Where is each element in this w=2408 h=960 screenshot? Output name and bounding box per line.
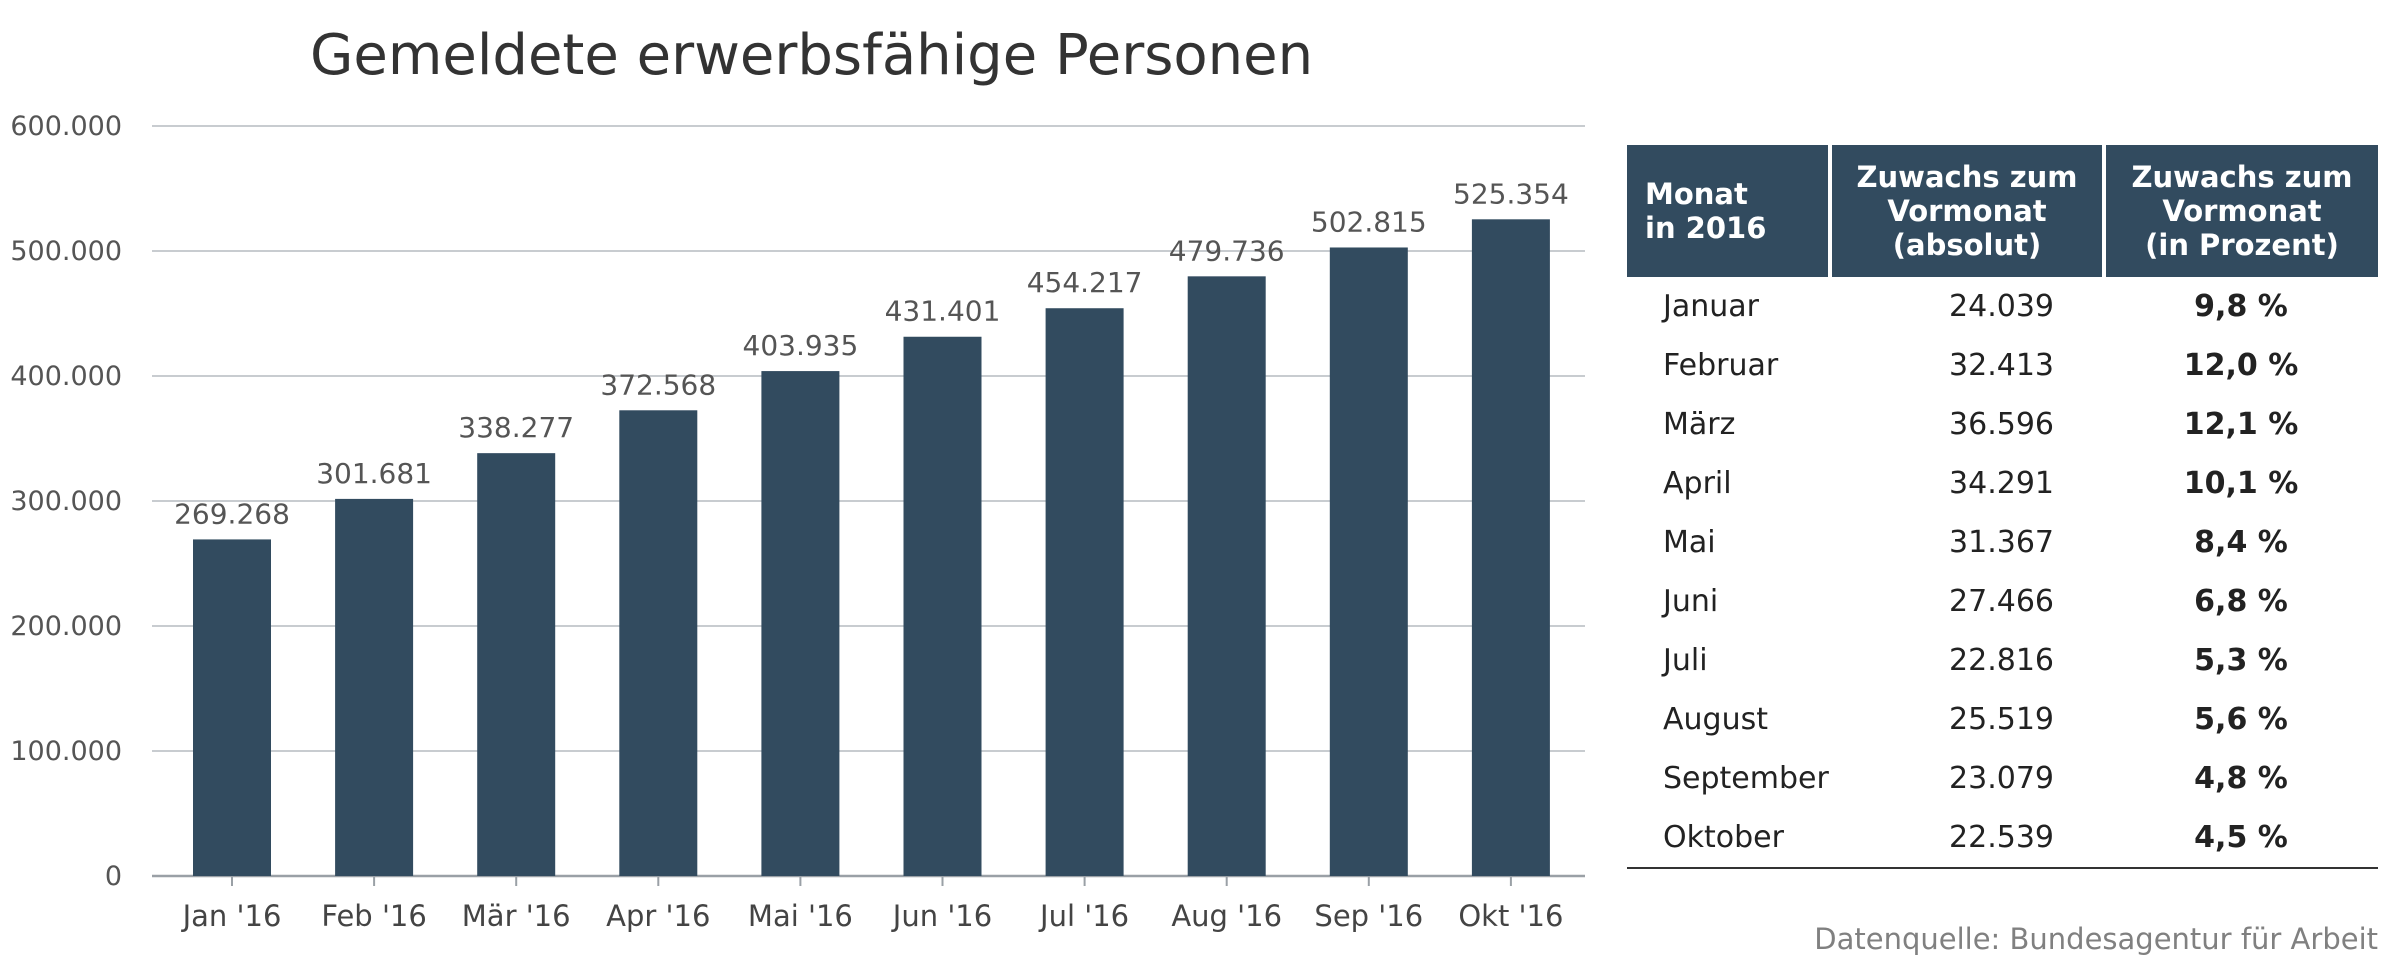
x-tick-label: Apr '16 <box>606 899 710 933</box>
percent-cell: 10,1 % <box>2183 466 2299 501</box>
table-row: Oktober 22.539 4,5 % <box>1627 808 2378 869</box>
x-tick-label: Feb '16 <box>321 899 426 933</box>
absolute-cell: 25.519 <box>1949 702 2054 737</box>
x-tick-label: Mär '16 <box>462 899 571 933</box>
absolute-cell: 22.816 <box>1949 643 2054 678</box>
bar <box>335 498 414 876</box>
header-month: Monat in 2016 <box>1627 145 1830 277</box>
absolute-cell: 24.039 <box>1949 289 2054 324</box>
month-cell: April <box>1663 466 1732 501</box>
data-source: Datenquelle: Bundesagentur für Arbeit <box>1814 922 2378 956</box>
bar <box>477 453 556 876</box>
x-axis: Jan '16 Feb '16 Mär '16 Apr '16 Mai '16 Jun '… <box>181 876 1563 933</box>
bar <box>1329 247 1408 876</box>
x-tick-label: Sep '16 <box>1314 899 1423 933</box>
x-tick-label: Mai '16 <box>748 899 853 933</box>
percent-cell: 4,5 % <box>2104 808 2378 869</box>
data-label: 338.277 <box>458 411 574 444</box>
table-row: März 36.596 12,1 % <box>1627 395 2378 454</box>
header-line: Vormonat <box>1887 194 2047 228</box>
table-row: Mai 31.367 8,4 % <box>1627 513 2378 572</box>
y-axis: 0 100.000 200.000 300.000 400.000 500.000 600.… <box>10 111 122 892</box>
y-tick-label: 400.000 <box>10 361 122 392</box>
month-cell: März <box>1663 407 1736 442</box>
table-row: Februar 32.413 12,0 % <box>1627 336 2378 395</box>
table-row: September 23.079 4,8 % <box>1627 749 2378 808</box>
data-label: 454.217 <box>1027 266 1143 299</box>
absolute-cell: 36.596 <box>1949 407 2054 442</box>
data-label: 403.935 <box>743 329 859 362</box>
data-label: 269.268 <box>174 497 290 530</box>
table-row: August 25.519 5,6 % <box>1627 690 2378 749</box>
data-label: 479.736 <box>1169 234 1285 267</box>
month-cell: Januar <box>1663 289 1759 324</box>
month-cell: Februar <box>1663 348 1779 383</box>
header-absolute: Zuwachs zum Vormonat (absolut) <box>1828 145 2104 277</box>
absolute-cell: 34.291 <box>1949 466 2054 501</box>
data-label: 525.354 <box>1453 177 1569 210</box>
table-body: Januar 24.039 9,8 % Februar 32.413 12,0 % März… <box>1627 277 2378 869</box>
data-label: 372.568 <box>600 368 716 401</box>
percent-cell: 12,0 % <box>2183 348 2299 383</box>
percent-cell: 4,8 % <box>2194 761 2288 796</box>
y-tick-label: 500.000 <box>10 236 122 267</box>
bar <box>1187 276 1266 877</box>
bar <box>1045 308 1124 876</box>
month-cell: Mai <box>1663 525 1716 560</box>
table-row: Juni 27.466 6,8 % <box>1627 572 2378 631</box>
header-line: Zuwachs zum <box>2131 160 2353 194</box>
data-label: 502.815 <box>1311 205 1427 238</box>
percent-cell: 12,1 % <box>2183 407 2299 442</box>
header-line: (absolut) <box>1892 228 2042 262</box>
bars <box>193 219 1550 877</box>
x-tick-label: Jul '16 <box>1038 899 1129 933</box>
table-header-row: Monat in 2016 Zuwachs zum Vormonat (absolut… <box>1627 145 2378 277</box>
percent-cell: 5,3 % <box>2194 643 2288 678</box>
header-line: Zuwachs zum <box>1856 160 2078 194</box>
bar <box>903 336 982 876</box>
header-line: Vormonat <box>2162 194 2322 228</box>
bar <box>761 371 840 876</box>
percent-cell: 6,8 % <box>2194 584 2288 619</box>
percent-cell: 9,8 % <box>2194 289 2288 324</box>
x-tick-label: Jun '16 <box>891 899 992 933</box>
absolute-cell: 23.079 <box>1949 761 2054 796</box>
bar <box>619 410 698 876</box>
month-cell: Oktober <box>1627 808 1830 869</box>
table-row: April 34.291 10,1 % <box>1627 454 2378 513</box>
bar <box>1471 219 1550 876</box>
y-tick-label: 300.000 <box>10 486 122 517</box>
header-percent: Zuwachs zum Vormonat (in Prozent) <box>2102 145 2378 277</box>
growth-table-container: Monat in 2016 Zuwachs zum Vormonat (absolut… <box>1627 145 2378 869</box>
table-row: Juli 22.816 5,3 % <box>1627 631 2378 690</box>
month-cell: Juni <box>1663 584 1719 619</box>
absolute-cell: 27.466 <box>1949 584 2054 619</box>
data-label: 301.681 <box>316 457 432 490</box>
bar-chart: Gemeldete erwerbsfähige Personen 0 100.00… <box>10 23 1585 933</box>
absolute-cell: 32.413 <box>1949 348 2054 383</box>
x-tick-label: Jan '16 <box>181 899 282 933</box>
header-line: (in Prozent) <box>2145 228 2339 262</box>
table-row: Januar 24.039 9,8 % <box>1627 277 2378 336</box>
header-line: in 2016 <box>1645 211 1767 245</box>
month-cell: Juli <box>1663 643 1708 678</box>
percent-cell: 5,6 % <box>2194 702 2288 737</box>
data-label: 431.401 <box>885 295 1001 328</box>
month-cell: August <box>1663 702 1768 737</box>
growth-table: Monat in 2016 Zuwachs zum Vormonat (absolut… <box>1627 145 2378 869</box>
y-tick-label: 200.000 <box>10 611 122 642</box>
x-tick-label: Okt '16 <box>1458 899 1563 933</box>
y-tick-label: 0 <box>105 861 122 892</box>
y-tick-label: 600.000 <box>10 111 122 142</box>
header-line: Monat <box>1645 177 1748 211</box>
percent-cell: 8,4 % <box>2194 525 2288 560</box>
absolute-cell: 31.367 <box>1949 525 2054 560</box>
data-labels: 269.268 301.681 338.277 372.568 403.935 431.4… <box>174 177 1569 530</box>
month-cell: September <box>1663 761 1829 796</box>
x-tick-label: Aug '16 <box>1171 899 1282 933</box>
bar <box>193 539 271 876</box>
y-tick-label: 100.000 <box>10 736 122 767</box>
chart-title: Gemeldete erwerbsfähige Personen <box>310 23 1313 88</box>
absolute-cell: 22.539 <box>1830 808 2104 869</box>
